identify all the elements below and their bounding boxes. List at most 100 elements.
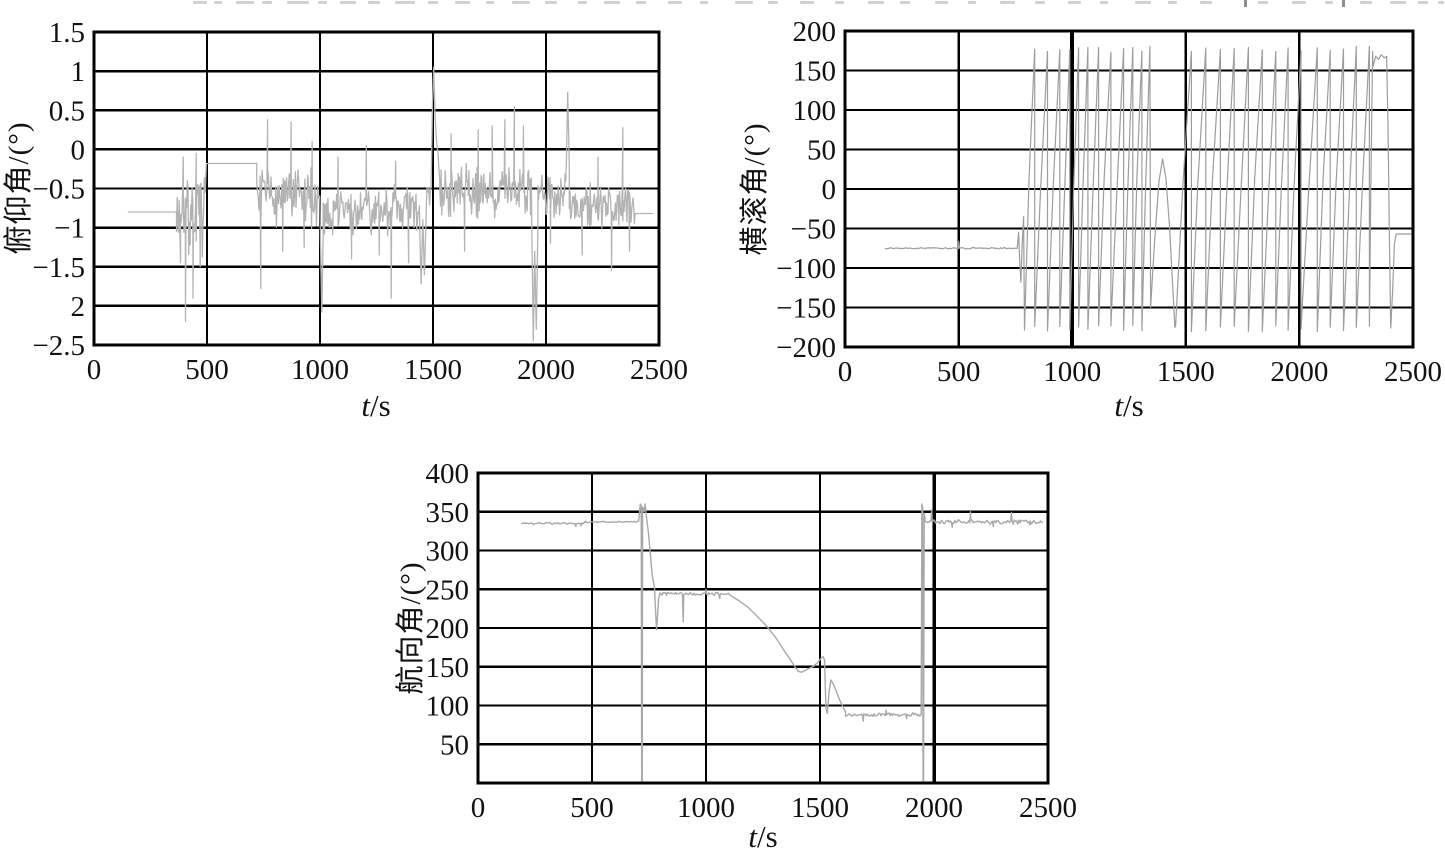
artifact-mark (1325, 1, 1333, 4)
x-tick-label: 1500 (404, 354, 462, 386)
plot-border (476, 471, 1050, 785)
artifact-mark (1292, 1, 1306, 4)
heading-angle-plot: 0 500 1000 1500 2000 2500 400 350 300 250 200 150 10… (426, 458, 1078, 824)
y-tick-label: 50 (807, 135, 836, 167)
x-tick-label: 2000 (1270, 356, 1328, 388)
artifact-mark (868, 1, 884, 4)
artifact-mark (800, 1, 814, 4)
y-tick-label: −200 (776, 332, 836, 364)
artifact-mark (545, 1, 557, 4)
plot-grid (478, 473, 1048, 783)
x-axis-variable: t (361, 388, 370, 423)
x-tick-label: 500 (185, 354, 229, 386)
artifact-mark (428, 1, 438, 4)
x-tick-label: 0 (87, 354, 102, 386)
artifact-mark (700, 1, 708, 4)
x-tick-label: 0 (471, 792, 486, 824)
x-tick-label: 2000 (905, 792, 963, 824)
artifact-mark (1168, 1, 1177, 4)
artifact-mark (578, 1, 587, 4)
artifact-mark (340, 1, 356, 4)
x-tick-label: 0 (838, 356, 853, 388)
y-tick-label: −2.5 (32, 330, 85, 362)
x-axis-unit: /s (1122, 388, 1144, 423)
artifact-tick (1244, 0, 1247, 7)
artifact-mark (368, 1, 380, 4)
pitch-angle-plot: 0 500 1000 1500 2000 2500 1.5 1 0.5 0 −0.5 −1 −1.5 2 −… (32, 17, 688, 386)
x-axis-variable: t (748, 819, 757, 854)
x-tick-label: 2500 (630, 354, 688, 386)
x-axis-label: t/s (316, 388, 436, 424)
plot-grid (94, 32, 659, 345)
plot-grid (845, 31, 1413, 347)
y-tick-label: −1.5 (32, 252, 85, 284)
artifact-mark (1000, 1, 1015, 4)
y-tick-label: 350 (426, 497, 470, 529)
y-tick-label: −150 (776, 293, 836, 325)
signal-line (521, 503, 1044, 783)
artifact-mark (1258, 1, 1268, 4)
artifact-mark (604, 1, 620, 4)
y-tick-label: 200 (426, 613, 470, 645)
tick-labels: 0 500 1000 1500 2000 2500200150100500−50−100−… (776, 16, 1442, 388)
artifact-mark (1135, 1, 1151, 4)
artifact-mark (1068, 1, 1081, 4)
artifact-mark (512, 1, 530, 4)
artifact-mark (318, 1, 327, 4)
artifact-mark (214, 1, 222, 4)
scan-artifact-strip (0, 0, 1445, 8)
artifact-tick (1342, 0, 1345, 7)
artifact-mark (1100, 1, 1108, 4)
artifact-mark (287, 1, 309, 4)
roll-angle-chart: 0 500 1000 1500 2000 2500 200 150 100 50 0 −50 −100−… (738, 0, 1445, 436)
artifact-mark (1035, 1, 1045, 4)
heading-angle-chart: 0 500 1000 1500 2000 2500 400 350 300 250 200 150 10… (350, 438, 1110, 854)
roll-angle-plot: 0 500 1000 1500 2000 2500200150100500−50−100−… (776, 16, 1442, 388)
y-axis-label: 俯仰角/(°) (3, 121, 35, 255)
y-tick-label: 0.5 (49, 95, 85, 127)
artifact-mark (193, 1, 207, 4)
artifact-mark (768, 1, 778, 4)
artifact-mark (1418, 1, 1428, 4)
y-tick-label: 200 (793, 16, 837, 48)
artifact-mark (900, 1, 910, 4)
y-tick-label: −50 (791, 214, 836, 246)
y-tick-label: 1 (71, 56, 86, 88)
x-tick-label: 1500 (1157, 356, 1215, 388)
tick-labels: 0 500 1000 1500 2000 2500 1.5 1 0.5 0 −0.5 −1 −1.5 2 −… (32, 17, 688, 386)
artifact-mark (1200, 1, 1212, 4)
y-tick-label: 0 (71, 134, 86, 166)
x-tick-label: 2500 (1019, 792, 1077, 824)
x-tick-label: 1000 (677, 792, 735, 824)
signal-line (884, 45, 1413, 333)
artifact-mark (455, 1, 470, 4)
y-axis-label: 横滚角/(°) (739, 122, 771, 256)
y-tick-label: 400 (426, 458, 470, 490)
x-tick-label: 2500 (1384, 356, 1442, 388)
artifact-mark (835, 1, 844, 4)
y-tick-label: −1 (54, 213, 85, 245)
artifact-mark (262, 1, 272, 4)
y-tick-label: 2 (71, 291, 86, 323)
y-tick-label: 50 (440, 729, 469, 761)
x-axis-label: t/s (703, 819, 823, 855)
y-tick-label: −0.5 (32, 174, 85, 206)
plot-border (843, 29, 1415, 349)
x-tick-label: 2000 (517, 354, 575, 386)
artifact-mark (236, 1, 254, 4)
artifact-mark (668, 1, 682, 4)
artifact-mark (935, 1, 948, 4)
x-axis-unit: /s (756, 819, 778, 854)
artifact-mark (486, 1, 494, 4)
y-tick-label: 250 (426, 574, 470, 606)
artifact-mark (1438, 1, 1444, 4)
x-tick-label: 1500 (791, 792, 849, 824)
artifact-mark (1390, 1, 1406, 4)
x-axis-unit: /s (369, 388, 391, 423)
pitch-angle-chart: 0 500 1000 1500 2000 2500 1.5 1 0.5 0 −0.5 −1 −1.5 2 −… (0, 0, 730, 436)
y-tick-label: 150 (426, 652, 470, 684)
y-tick-label: −100 (776, 253, 836, 285)
artifact-mark (636, 1, 646, 4)
y-axis-label: 航向角/(°) (395, 561, 427, 695)
x-tick-label: 500 (937, 356, 981, 388)
